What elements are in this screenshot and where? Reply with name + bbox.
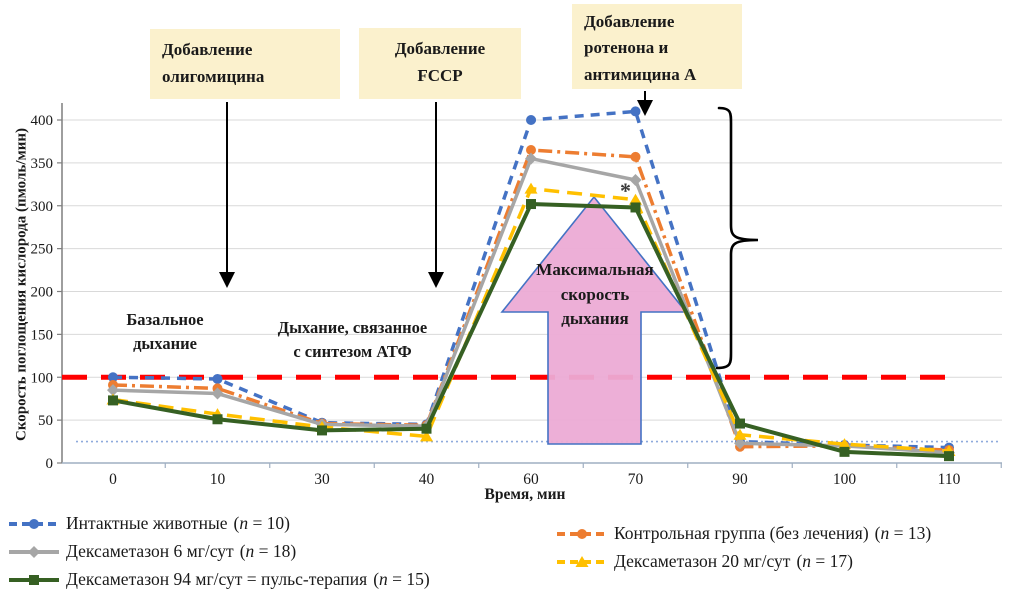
svg-text:60: 60 (523, 471, 539, 488)
legend-n-count: (n = 17) (796, 551, 853, 571)
legend-label: Контрольная группа (без лечения) (614, 523, 869, 543)
svg-text:200: 200 (31, 285, 54, 301)
legend-label: Дексаметазон 20 мг/сут (614, 551, 791, 571)
callout-fccp: Добавление FCCP (359, 28, 521, 99)
legend-item-control: Контрольная группа (без лечения) (n = 13… (556, 523, 931, 544)
svg-text:100: 100 (31, 370, 54, 386)
svg-text:40: 40 (419, 471, 435, 488)
svg-text:0: 0 (46, 456, 54, 472)
legend-n-count: (n = 18) (239, 541, 297, 561)
legend-n-count: (n = 13) (874, 523, 932, 543)
legend-label: Дексаметазон 94 мг/сут = пульс-терапия (66, 569, 368, 589)
svg-text:150: 150 (31, 327, 54, 343)
legend-swatch-dex94 (9, 574, 59, 585)
svg-text:400: 400 (31, 113, 54, 129)
x-axis-title: Время, мин (484, 486, 566, 503)
svg-text:250: 250 (31, 242, 54, 258)
svg-text:10: 10 (210, 471, 226, 488)
svg-text:0: 0 (109, 471, 117, 488)
label-max-respiration-rate: Максимальная скорость дыхания (536, 260, 654, 329)
legend-label: Дексаметазон 6 мг/сут (66, 541, 234, 561)
legend-item-dex94: Дексаметазон 94 мг/сут = пульс-терапия (… (8, 569, 430, 590)
label-atp-linked-respiration: Дыхание, связанное с синтезом АТФ (277, 318, 428, 361)
legend-label: Интактные животные (66, 513, 228, 533)
legend-item-dex20: Дексаметазон 20 мг/сут (n = 17) (556, 551, 853, 572)
callout-rotenone-antimycin: Добавление ротенона и антимицина А (572, 4, 742, 89)
legend-n-count: (n = 15) (373, 569, 430, 589)
significance-asterisk: * (620, 178, 631, 203)
y-axis-title: Скорость поглощения кислорода (пмоль/мин… (13, 128, 30, 441)
legend: Интактные животные (n = 10) Дексаметазон… (0, 505, 1024, 605)
svg-text:90: 90 (732, 471, 748, 488)
legend-item-dex6: Дексаметазон 6 мг/сут (n = 18) (8, 541, 296, 562)
legend-item-intact: Интактные животные (n = 10) (8, 513, 290, 534)
legend-swatch-dex6 (9, 545, 59, 558)
svg-text:100: 100 (833, 471, 857, 488)
label-basal-respiration: Базальное дыхание (126, 310, 204, 353)
svg-text:300: 300 (31, 199, 54, 215)
svg-text:70: 70 (628, 471, 644, 488)
svg-text:350: 350 (31, 156, 54, 172)
chart-canvas: 0 50 100 150 200 250 300 350 400 0 10 30 40 60 70 90 100… (31, 91, 1002, 488)
svg-text:50: 50 (38, 413, 53, 429)
legend-swatch-dex20 (557, 555, 607, 567)
legend-swatch-control (557, 528, 607, 539)
svg-text:30: 30 (314, 471, 330, 488)
callout-oligomycin: Добавление олигомицина (150, 29, 340, 99)
legend-swatch-intact (9, 518, 59, 529)
svg-text:110: 110 (938, 471, 961, 488)
legend-n-count: (n = 10) (233, 513, 291, 533)
